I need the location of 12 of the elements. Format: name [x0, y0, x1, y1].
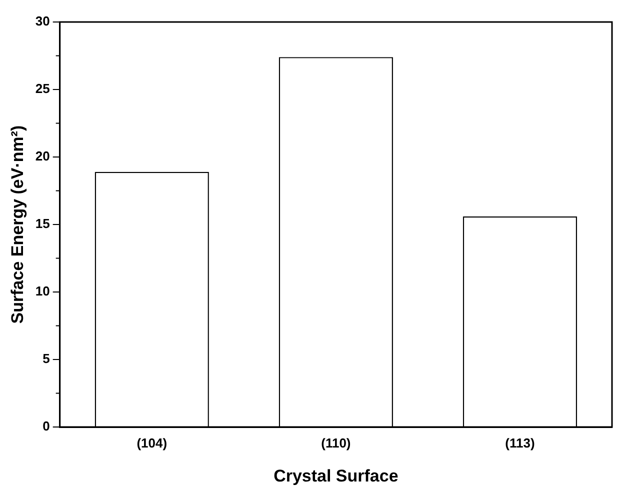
y-tick-label: 0	[42, 418, 50, 434]
y-axis-title: Surface Energy (eV·nm²)	[8, 125, 27, 324]
x-tick-label: (110)	[321, 435, 351, 450]
y-tick-label: 5	[42, 351, 50, 366]
y-tick-label: 30	[35, 14, 50, 29]
x-tick-label: (104)	[136, 435, 168, 450]
y-tick-label: 15	[35, 216, 50, 232]
y-tick-label: 20	[35, 148, 50, 164]
y-tick-label: 10	[35, 284, 50, 299]
x-axis-title: Crystal Surface	[274, 466, 398, 486]
x-tick-label: (113)	[505, 435, 535, 450]
y-tick-label: 25	[35, 81, 50, 96]
